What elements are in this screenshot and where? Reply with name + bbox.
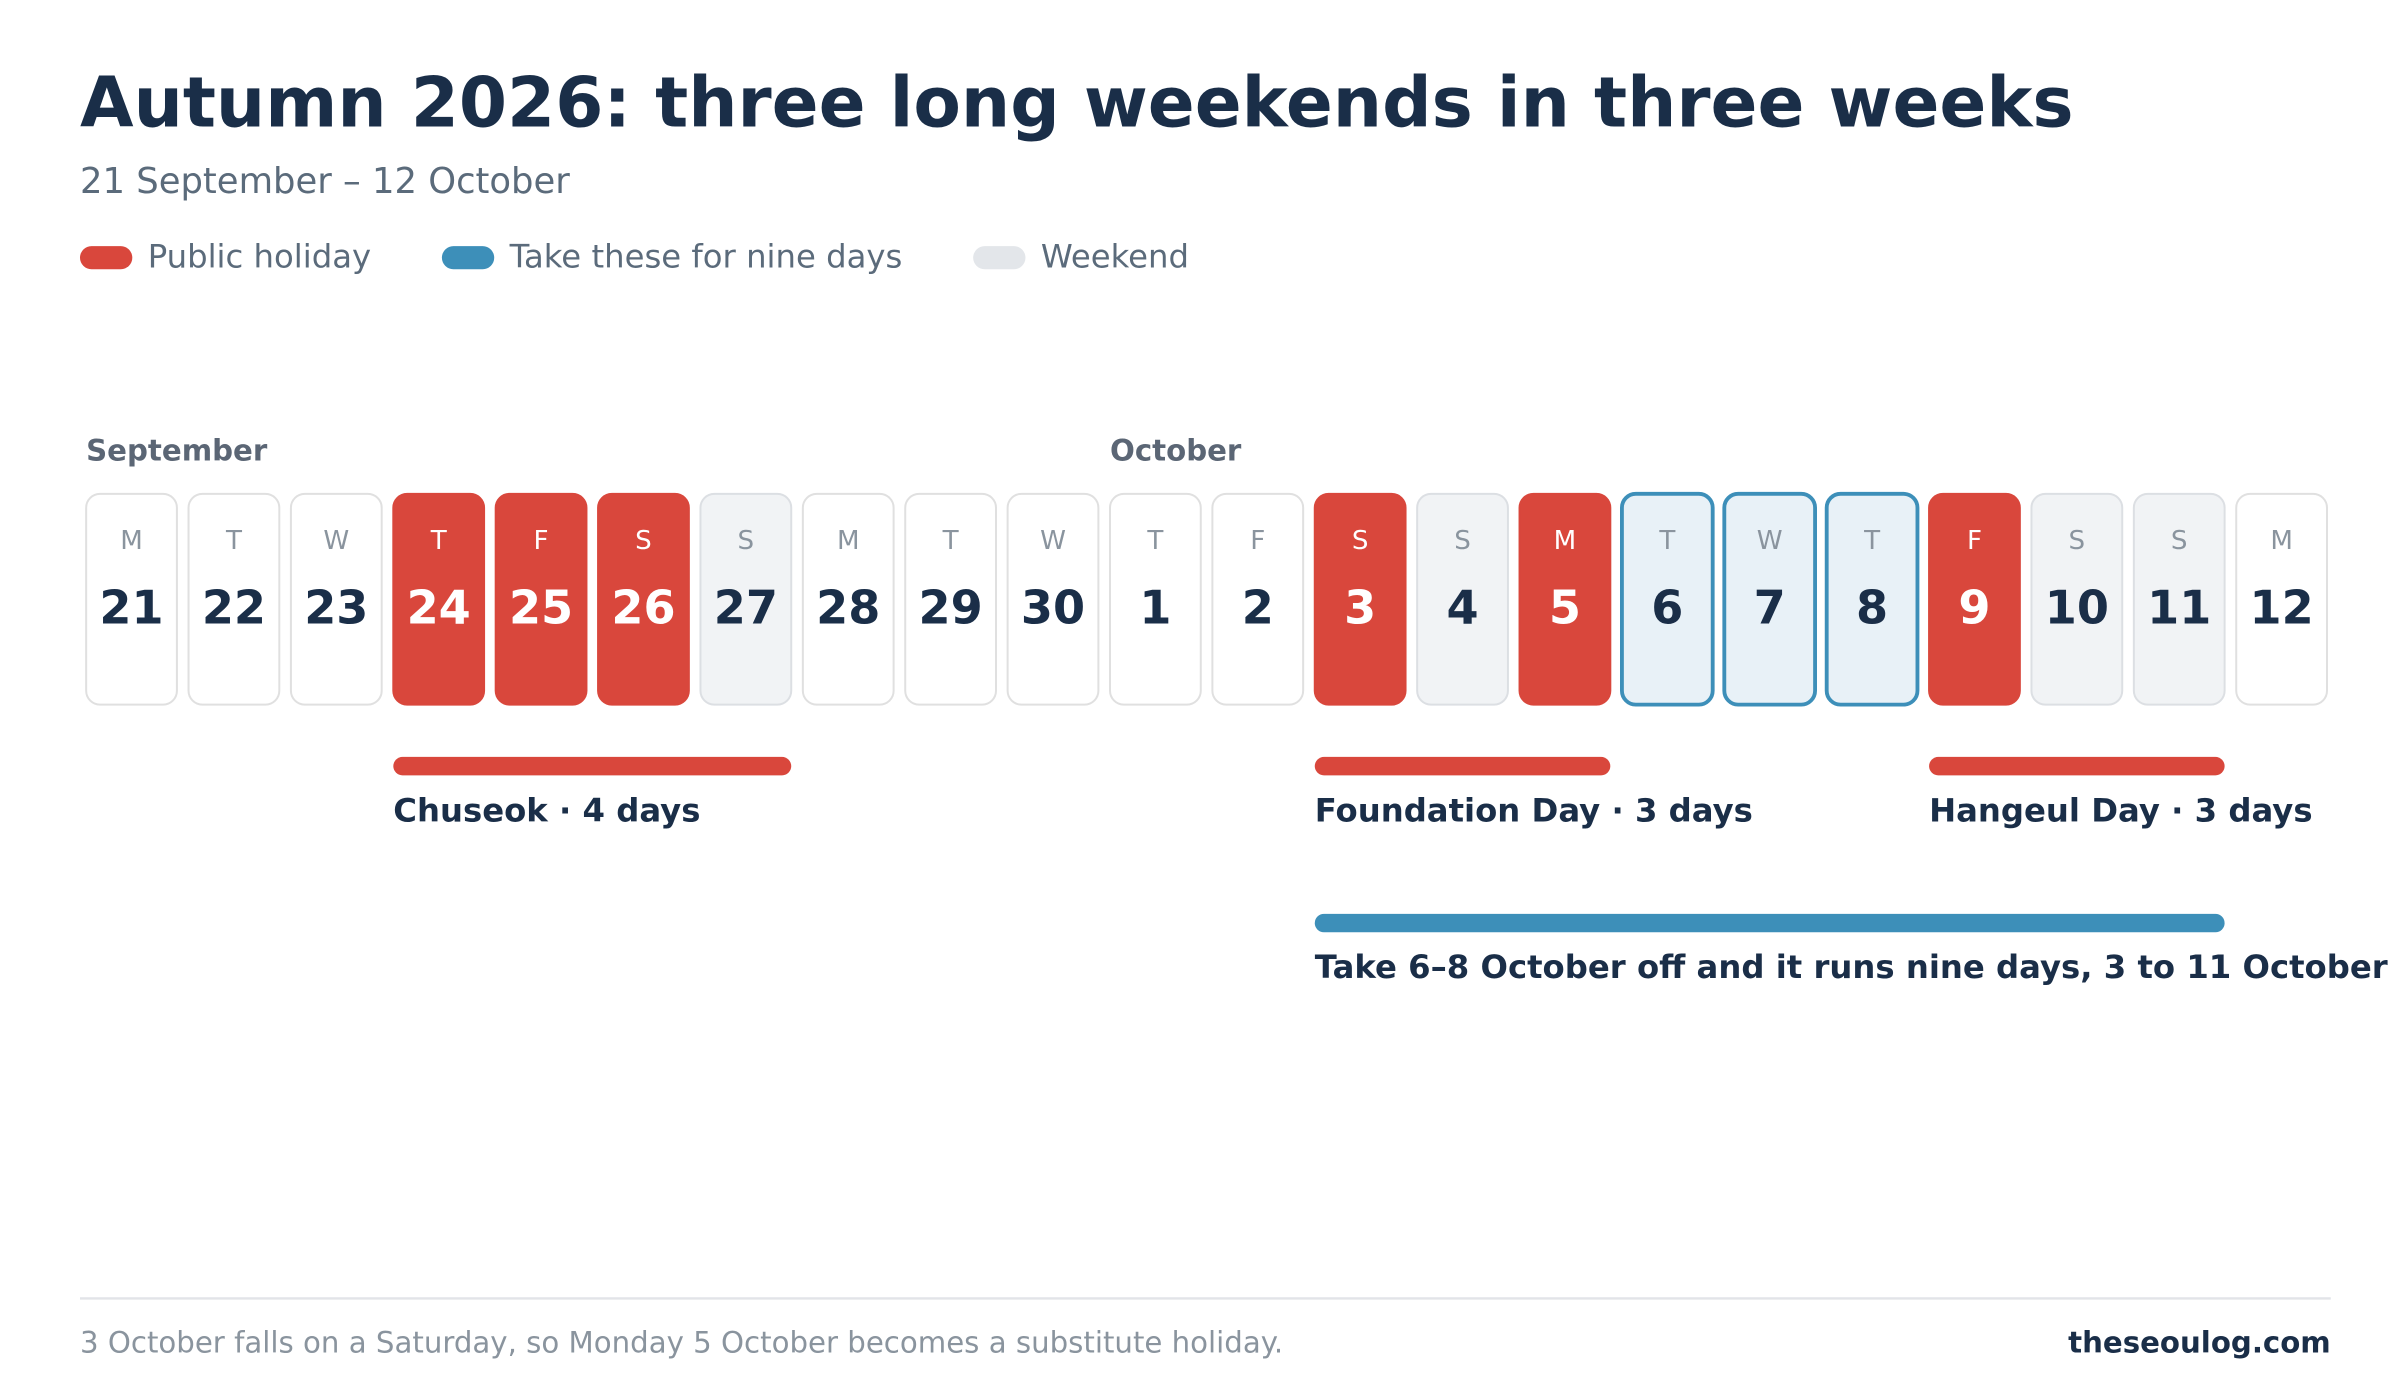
day-cell [904,492,998,706]
day-number: 4 [1446,580,1478,634]
source: theseoulog.com [2068,1326,2331,1360]
day-number: 25 [509,580,573,634]
day-cell [2235,492,2329,706]
weekday-label: T [225,526,243,556]
day-cell [1722,491,1818,707]
subtitle: 21 September – 12 October [80,161,570,202]
weekday-label: T [942,526,960,556]
weekday-label: S [1352,526,1369,556]
day-cell [1824,491,1920,707]
legend-label: Public holiday [148,237,371,275]
weekday-label: M [1554,526,1577,556]
weekday-label: F [1967,526,1982,556]
weekday-label: S [738,526,755,556]
day-cell [1620,491,1715,707]
day-number: 8 [1856,580,1888,634]
weekday-label: T [1863,526,1881,556]
day-number: 7 [1754,580,1786,634]
day-number: 3 [1344,580,1376,634]
day-cell [699,492,793,706]
legend-label: Weekend [1041,237,1189,275]
legend-swatch [441,246,495,270]
day-number: 30 [1021,580,1085,634]
day-cell [597,492,690,706]
day-number: 24 [407,580,471,634]
span-bar [1929,756,2225,776]
day-cell [1109,492,1202,706]
footnote: 3 October falls on a Saturday, so Monday… [80,1326,1283,1360]
day-cell [187,492,281,706]
weekday-label: S [635,526,652,556]
day-number: 5 [1549,580,1581,634]
day-number: 11 [2147,580,2211,634]
day-cell [1006,492,1100,706]
day-cell [392,492,486,706]
legend-label: Take these for nine days [509,237,903,275]
day-cell [801,492,895,706]
span-label: Chuseok · 4 days [393,791,700,829]
month-label: October [1110,433,1242,467]
title: Autumn 2026: three long weekends in thre… [80,64,2074,144]
weekday-label: S [2171,526,2188,556]
day-number: 21 [99,580,163,634]
day-number: 6 [1651,580,1683,634]
weekday-label: S [1454,526,1471,556]
weekday-label: F [534,526,549,556]
span-bar [1314,913,2225,933]
day-cell [289,492,383,706]
day-cell [494,492,588,706]
day-number: 28 [816,580,880,634]
day-number: 1 [1139,580,1171,634]
day-cell [1416,492,1509,706]
day-cell [1211,492,1305,706]
legend-swatch [80,246,133,270]
day-number: 26 [611,580,675,634]
span-label: Hangeul Day · 3 days [1929,791,2312,829]
day-number: 29 [919,580,983,634]
weekday-label: T [430,526,448,556]
day-number: 2 [1242,580,1274,634]
span-bar [1314,756,1611,776]
weekday-label: W [323,526,349,556]
day-number: 23 [304,580,368,634]
day-number: 12 [2250,580,2314,634]
weekday-label: T [1658,526,1676,556]
day-number: 22 [202,580,266,634]
weekday-label: M [2270,526,2293,556]
day-cell [2132,492,2226,706]
weekday-label: M [837,526,860,556]
day-cell [2030,492,2124,706]
weekday-label: W [1040,526,1066,556]
day-cell [1928,492,2021,706]
month-label: September [86,433,268,467]
weekday-label: F [1250,526,1265,556]
day-number: 9 [1958,580,1990,634]
span-bar [393,756,792,776]
span-label: Take 6–8 October off and it runs nine da… [1315,948,2388,986]
day-number: 10 [2045,580,2109,634]
legend-swatch [973,246,1026,270]
span-label: Foundation Day · 3 days [1315,791,1753,829]
day-cell [1313,492,1407,706]
weekday-label: S [2069,526,2086,556]
weekday-label: M [120,526,143,556]
day-number: 27 [714,580,778,634]
weekday-label: W [1757,526,1783,556]
day-cell [1518,492,1612,706]
day-cell [85,492,178,706]
weekday-label: T [1146,526,1164,556]
